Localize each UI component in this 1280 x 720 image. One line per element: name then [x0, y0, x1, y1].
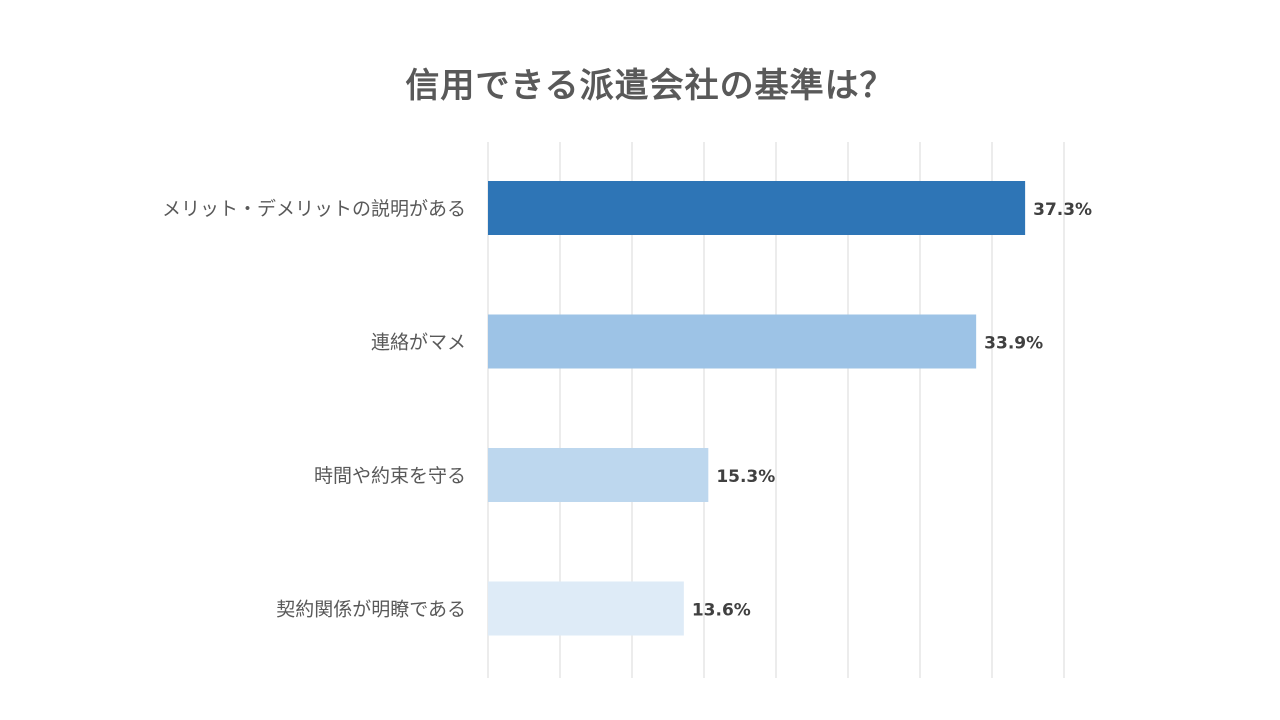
labels: メリット・デメリットの説明がある 37.3% 連絡がマメ 33.9% 時間や約束を守る 1… — [162, 198, 1092, 621]
category-label: メリット・デメリットの説明がある — [162, 198, 466, 220]
bar — [488, 581, 684, 636]
value-label: 13.6% — [692, 601, 751, 621]
bar — [488, 314, 977, 369]
category-label: 時間や約束を守る — [314, 465, 466, 487]
category-label: 契約関係が明瞭である — [276, 599, 466, 621]
chart-title: 信用できる派遣会社の基準は？ — [405, 66, 895, 106]
bar — [488, 448, 709, 502]
value-label: 15.3% — [716, 467, 775, 487]
category-label: 連絡がマメ — [371, 332, 466, 354]
bars — [488, 181, 1026, 636]
value-label: 37.3% — [1033, 200, 1092, 220]
bar — [488, 181, 1026, 235]
value-label: 33.9% — [984, 334, 1043, 354]
